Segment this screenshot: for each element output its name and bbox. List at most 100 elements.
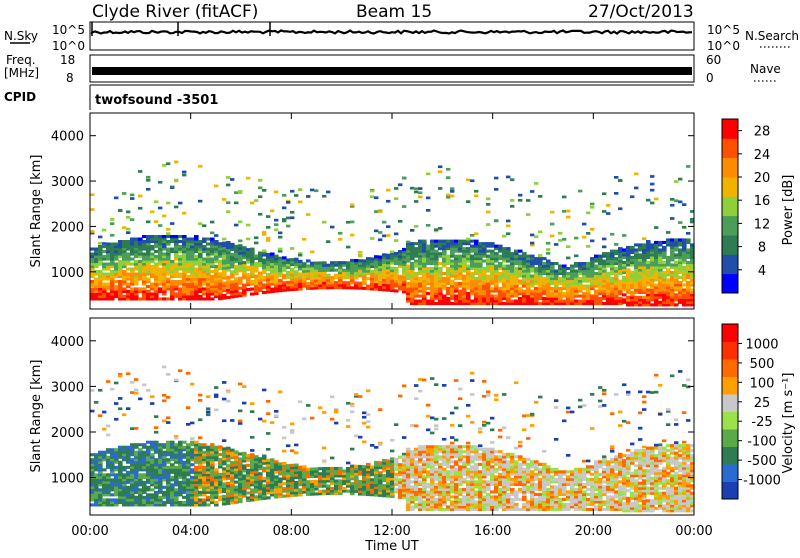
heatmap-cell <box>138 448 143 451</box>
heatmap-cell <box>238 383 242 386</box>
heatmap-cell <box>346 419 350 422</box>
heatmap-cell <box>190 422 194 425</box>
heatmap-cell <box>318 406 322 409</box>
heatmap-cell <box>158 287 163 290</box>
heatmap-cell <box>102 245 107 248</box>
heatmap-cell <box>130 258 135 261</box>
heatmap-cell <box>126 253 131 256</box>
heatmap-cell <box>618 207 622 210</box>
heatmap-cell <box>662 246 667 249</box>
heatmap-cell <box>126 228 130 231</box>
heatmap-cell <box>314 480 319 483</box>
heatmap-cell <box>202 245 207 248</box>
colorbar-tick-label: 4 <box>758 264 766 279</box>
heatmap-cell <box>162 443 167 446</box>
heatmap-cell <box>250 288 255 291</box>
heatmap-cell <box>126 216 130 219</box>
heatmap-cell <box>178 481 183 484</box>
heatmap-cell <box>246 177 250 180</box>
heatmap-cell <box>618 179 622 182</box>
heatmap-cell <box>166 235 171 238</box>
heatmap-cell <box>278 236 282 239</box>
heatmap-cell <box>306 195 310 198</box>
heatmap-cell <box>198 436 202 439</box>
heatmap-cell <box>602 246 606 249</box>
heatmap-cell <box>170 280 175 283</box>
heatmap-cell <box>350 221 354 224</box>
heatmap-cell <box>158 235 163 238</box>
heatmap-cell <box>142 481 147 484</box>
heatmap-cell <box>162 491 167 494</box>
heatmap-cell <box>146 441 151 444</box>
heatmap-cell <box>350 286 355 289</box>
heatmap-cell <box>402 436 406 439</box>
heatmap-cell <box>454 295 459 298</box>
heatmap-cell <box>414 272 419 275</box>
heatmap-cell <box>290 464 295 467</box>
heatmap-cell <box>278 257 283 260</box>
heatmap-cell <box>258 252 263 255</box>
heatmap-cell <box>162 366 166 369</box>
heatmap-cell <box>182 446 187 449</box>
heatmap-cell <box>566 267 571 270</box>
heatmap-cell <box>118 461 123 464</box>
heatmap-cell <box>102 428 106 431</box>
heatmap-cell <box>154 255 159 258</box>
heatmap-cell <box>346 261 351 264</box>
heatmap-cell <box>434 302 439 305</box>
heatmap-cell <box>102 473 107 476</box>
heatmap-cell <box>194 255 199 258</box>
heatmap-cell <box>102 273 107 276</box>
heatmap-cell <box>594 265 599 268</box>
heatmap-cell <box>414 200 418 203</box>
heatmap-cell <box>150 395 154 398</box>
heatmap-cell <box>310 468 315 471</box>
heatmap-cell <box>366 420 370 423</box>
heatmap-cell <box>678 281 683 284</box>
heatmap-cell <box>170 483 175 486</box>
heatmap-cell <box>142 496 147 499</box>
heatmap-cell <box>526 255 531 258</box>
heatmap-cell <box>418 196 422 199</box>
date-title: 27/Oct/2013 <box>588 2 694 22</box>
heatmap-cell <box>286 271 291 274</box>
heatmap-cell <box>422 460 427 463</box>
heatmap-cell <box>254 236 258 239</box>
freq-strip: Freq. [MHz] 18 8 60 0 Nave <box>4 53 781 85</box>
heatmap-cell <box>374 196 378 199</box>
heatmap-cell <box>438 170 442 173</box>
heatmap-cell <box>642 296 647 299</box>
heatmap-cell <box>370 478 375 481</box>
heatmap-cell <box>550 235 554 238</box>
heatmap-cell <box>130 238 135 241</box>
heatmap-cell <box>226 176 230 179</box>
heatmap-cell <box>142 384 146 387</box>
heatmap-cell <box>162 451 167 454</box>
heatmap-cell <box>546 260 551 263</box>
heatmap-cell <box>442 384 446 387</box>
heatmap-cell <box>426 287 431 290</box>
heatmap-cell <box>458 488 463 491</box>
heatmap-cell <box>142 451 147 454</box>
heatmap-cell <box>470 234 474 237</box>
heatmap-cell <box>602 260 607 263</box>
heatmap-cell <box>166 162 170 165</box>
heatmap-cell <box>114 285 119 288</box>
heatmap-cell <box>282 482 287 485</box>
heatmap-cell <box>442 277 447 280</box>
colorbar-swatch <box>722 216 738 236</box>
heatmap-cell <box>238 221 242 224</box>
heatmap-cell <box>306 259 311 262</box>
heatmap-cell <box>426 490 431 493</box>
heatmap-cell <box>370 270 375 273</box>
heatmap-cell <box>614 257 619 260</box>
heatmap-cell <box>262 233 266 236</box>
colorbar-swatch <box>722 254 738 274</box>
heatmap-cell <box>446 297 451 300</box>
heatmap-cell <box>362 422 366 425</box>
heatmap-cell <box>346 402 350 405</box>
heatmap-cell <box>194 235 199 238</box>
heatmap-cell <box>514 267 519 270</box>
heatmap-cell <box>358 395 362 398</box>
heatmap-cell <box>130 197 134 200</box>
